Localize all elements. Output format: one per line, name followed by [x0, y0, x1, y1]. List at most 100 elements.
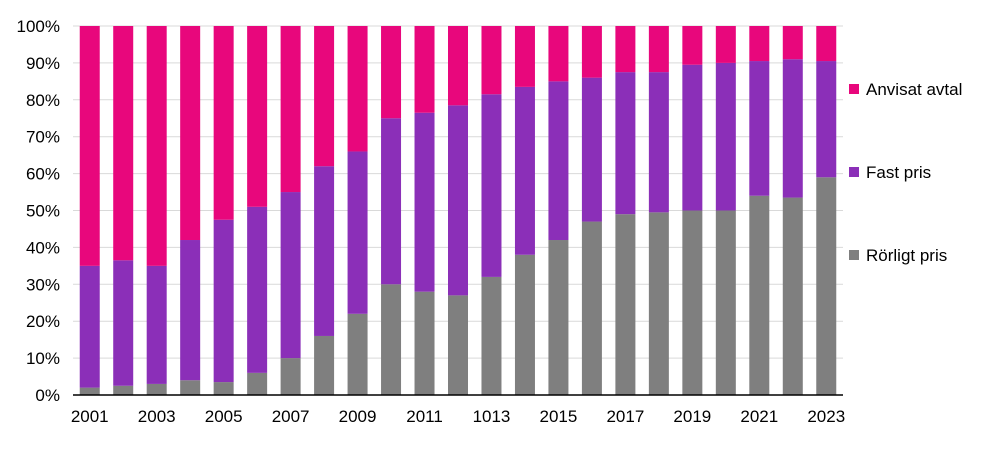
bar-segment-fast-pris [280, 192, 301, 359]
x-tick-label: 2003 [138, 407, 176, 426]
bar-segment-anvisat-avtal [816, 26, 837, 62]
legend-swatch [849, 250, 859, 260]
legend-label: Anvisat avtal [866, 80, 962, 99]
bar-segment-anvisat-avtal [247, 26, 268, 207]
legend-label: Fast pris [866, 163, 931, 182]
bar-segment-fast-pris [448, 105, 468, 296]
bar-segment-r-rligt-pris [414, 291, 435, 395]
bar-segment-r-rligt-pris [213, 382, 234, 395]
x-tick-label: 2011 [406, 407, 443, 426]
bar-segment-fast-pris [414, 112, 435, 292]
bar-segment-fast-pris [581, 77, 602, 222]
bar-segment-fast-pris [381, 118, 402, 285]
bar-segment-r-rligt-pris [581, 221, 602, 395]
bar-segment-r-rligt-pris [749, 195, 770, 395]
bar-segment-anvisat-avtal [481, 26, 502, 95]
bar-segment-r-rligt-pris [448, 295, 468, 395]
x-axis-tick-labels: 2001 2003 2005 2007 2009 2011 1013 2015 2017 2019… [71, 407, 845, 426]
x-tick-label: 2001 [71, 407, 109, 426]
x-tick-label: 2019 [673, 407, 711, 426]
y-tick-label: 70% [26, 128, 60, 147]
x-tick-label: 2017 [606, 407, 644, 426]
y-axis-tick-labels: 0% 10% 20% 30% 40% 50% 60% 70% 80% 90% 100% [17, 17, 60, 405]
bar-segment-anvisat-avtal [615, 26, 636, 73]
x-tick-label: 2005 [205, 407, 243, 426]
bar-segment-r-rligt-pris [280, 358, 301, 395]
bar-segment-anvisat-avtal [347, 26, 368, 152]
y-tick-label: 60% [26, 165, 60, 184]
bar-segment-anvisat-avtal [548, 26, 569, 82]
bar-segment-fast-pris [782, 59, 803, 198]
bar-segment-anvisat-avtal [381, 26, 402, 119]
bar-segment-anvisat-avtal [213, 26, 234, 220]
bar-segment-anvisat-avtal [715, 26, 736, 63]
bar-segment-fast-pris [715, 62, 736, 211]
bar-segment-anvisat-avtal [280, 26, 301, 193]
x-tick-label: 2015 [540, 407, 578, 426]
bar-segment-fast-pris [816, 61, 837, 178]
legend-swatch [849, 84, 859, 94]
bar-segment-anvisat-avtal [113, 26, 134, 261]
bar-segment-r-rligt-pris [481, 276, 502, 395]
bar-segment-r-rligt-pris [79, 387, 100, 395]
bar-segment-r-rligt-pris [247, 372, 268, 395]
x-tick-label: 2021 [740, 407, 778, 426]
bar-segment-anvisat-avtal [682, 26, 703, 65]
bar-segment-fast-pris [481, 94, 502, 277]
x-tick-label: 2007 [272, 407, 310, 426]
bar-segment-anvisat-avtal [782, 26, 803, 60]
bar-segment-anvisat-avtal [581, 26, 602, 78]
bar-segment-anvisat-avtal [648, 26, 669, 73]
legend-swatch [849, 167, 859, 177]
bar-segment-r-rligt-pris [347, 313, 368, 395]
bar-segment-r-rligt-pris [816, 177, 837, 395]
bar-segment-fast-pris [213, 219, 234, 383]
legend: Anvisat avtal Fast pris Rörligt pris [849, 80, 962, 265]
bar-segment-r-rligt-pris [715, 210, 736, 395]
y-tick-label: 30% [26, 275, 60, 294]
bar-segment-fast-pris [146, 265, 167, 384]
bar-segment-fast-pris [514, 86, 535, 255]
bars-layer [79, 26, 837, 395]
bar-segment-r-rligt-pris [682, 210, 703, 395]
x-tick-label: 2009 [339, 407, 377, 426]
bar-segment-fast-pris [79, 265, 100, 388]
bar-segment-anvisat-avtal [314, 26, 335, 167]
bar-segment-anvisat-avtal [414, 26, 435, 113]
bar-segment-fast-pris [648, 72, 669, 213]
bar-segment-anvisat-avtal [514, 26, 535, 87]
bar-segment-fast-pris [314, 166, 335, 336]
bar-segment-r-rligt-pris [648, 212, 669, 395]
y-tick-label: 10% [26, 349, 60, 368]
bar-segment-r-rligt-pris [146, 383, 167, 395]
y-tick-label: 100% [17, 17, 60, 36]
bar-segment-r-rligt-pris [548, 240, 569, 395]
bar-segment-r-rligt-pris [381, 284, 402, 395]
y-tick-label: 0% [35, 386, 60, 405]
y-tick-label: 50% [26, 202, 60, 221]
y-tick-label: 40% [26, 238, 60, 257]
bar-segment-anvisat-avtal [146, 26, 167, 266]
bar-segment-r-rligt-pris [180, 380, 201, 395]
bar-segment-r-rligt-pris [782, 197, 803, 395]
x-tick-label: 2023 [807, 407, 845, 426]
bar-segment-fast-pris [682, 64, 703, 211]
y-tick-label: 80% [26, 91, 60, 110]
bar-segment-r-rligt-pris [113, 385, 134, 395]
bar-segment-fast-pris [180, 240, 201, 381]
bar-segment-fast-pris [749, 61, 770, 196]
bar-segment-fast-pris [548, 81, 569, 241]
bar-segment-anvisat-avtal [749, 26, 770, 62]
x-tick-label: 1013 [473, 407, 511, 426]
bar-segment-fast-pris [615, 72, 636, 215]
y-tick-label: 20% [26, 312, 60, 331]
bar-segment-anvisat-avtal [180, 26, 201, 241]
bar-segment-r-rligt-pris [514, 254, 535, 395]
legend-label: Rörligt pris [866, 246, 947, 265]
bar-segment-anvisat-avtal [79, 26, 100, 266]
bar-segment-fast-pris [247, 206, 268, 373]
bar-segment-fast-pris [113, 260, 134, 386]
bar-segment-fast-pris [347, 151, 368, 314]
bar-segment-r-rligt-pris [314, 335, 335, 395]
